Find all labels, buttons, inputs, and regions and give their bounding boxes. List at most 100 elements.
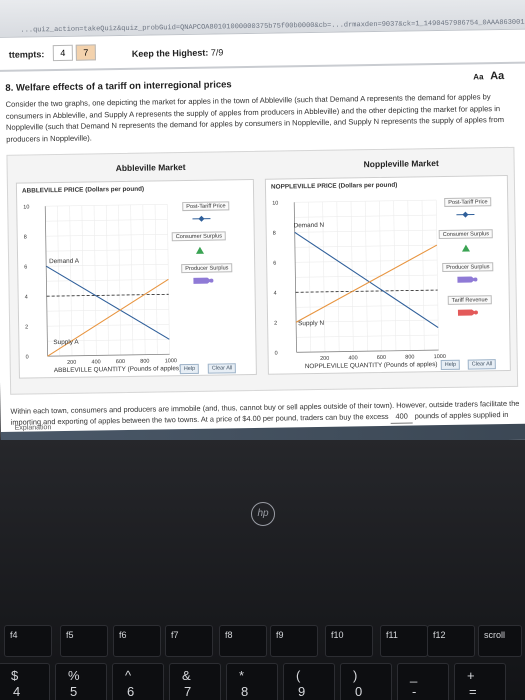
number-key[interactable]: % 5 [55,663,107,700]
consumer-surplus-tool[interactable]: Consumer Surplus [438,229,494,240]
attempt-box-1[interactable]: 4 [52,44,73,62]
post-tariff-price-handle [462,211,469,218]
browser-address-bar[interactable]: ...quiz_action=takeQuiz&quiz_probGuid=QN… [0,0,525,38]
number-key-digit: - [412,684,417,699]
tariff-revenue-tool[interactable]: Tariff Revenue [447,295,492,305]
producer-surplus-handle [209,278,214,283]
function-key[interactable]: f6 [113,625,161,657]
number-key[interactable]: ^ 6 [112,663,164,700]
number-key[interactable]: & 7 [169,663,221,700]
y-tick-label: 6 [24,265,27,271]
function-key-label: f4 [10,630,18,640]
abbleville-plot[interactable]: 0 2 4 6 8 10 200 400 600 800 1000 [17,180,258,380]
supply-a-label: Supply A [53,338,79,347]
abbleville-clear-all-button[interactable]: Clear All [207,363,237,374]
number-key-digit: 6 [127,684,135,699]
noppleville-help-button[interactable]: Help [440,359,461,371]
number-key[interactable]: * 8 [226,663,278,700]
x-tick-label: 1000 [165,358,177,364]
number-key-symbol: + [467,668,475,683]
x-tick-label: 400 [348,355,357,361]
producer-surplus-tool[interactable]: Producer Surplus [442,262,494,272]
font-smaller-button[interactable]: Aa [473,72,484,82]
consumer-surplus-tool[interactable]: Consumer Surplus [171,231,227,242]
grid-line-h [46,278,169,282]
x-tick-label: 400 [91,359,100,365]
number-key-digit: 9 [298,684,306,699]
function-key[interactable]: scroll [478,625,522,657]
grid-line-h [294,199,437,203]
y-axis [44,206,49,357]
function-key[interactable]: f4 [4,625,52,657]
number-key-digit: 4 [13,684,21,699]
question-title: 8. Welfare effects of a tariff on interr… [5,79,232,94]
laptop-bezel [0,440,525,700]
demand-curve [45,265,170,340]
function-key-label: f8 [225,630,233,640]
function-key-label: f12 [433,630,446,640]
noppleville-plot[interactable]: 0 2 4 6 8 10 200 400 600 800 1000 [266,176,512,376]
number-key[interactable]: _ - [397,663,449,700]
demand-n-label: Demand N [293,221,325,230]
attempt-box-2[interactable]: 7 [75,44,96,61]
y-tick-label: 2 [274,321,277,327]
excess-quantity-dropdown[interactable]: 400 [390,410,413,424]
x-axis [47,353,170,357]
post-tariff-price-tool[interactable]: Post-Tariff Price [444,197,492,207]
y-tick-label: 8 [273,231,276,237]
grid-line-h [296,334,439,338]
consumer-surplus-triangle [462,244,471,252]
number-key-symbol: $ [11,668,19,683]
demand-curve [294,231,439,329]
function-key-label: f11 [386,630,398,640]
number-key[interactable]: ) 0 [340,663,392,700]
demand-a-label: Demand A [49,257,80,266]
number-key[interactable]: (9 [283,663,335,700]
y-tick-label: 2 [25,325,28,331]
grid-line-h [295,304,438,308]
supply-curve [295,244,438,323]
grid-line-h [294,229,437,233]
function-key[interactable]: f12 [427,625,475,657]
grid-line-h [295,274,438,278]
number-key-symbol: ( [296,668,301,683]
post-tariff-price-tool[interactable]: Post-Tariff Price [182,201,230,212]
number-key-digit: 5 [70,684,78,699]
noppleville-clear-all-button[interactable]: Clear All [467,359,497,370]
font-larger-button[interactable]: Aa [490,69,505,83]
keep-highest-value: 7/9 [210,47,224,58]
function-key[interactable]: f5 [60,625,108,657]
function-key[interactable]: f9 [270,625,318,657]
consumer-surplus-triangle [196,246,205,254]
grid-line-h [45,248,168,252]
x-tick-label: 800 [405,354,414,360]
world-price-line [295,289,438,293]
y-tick-label: 4 [25,295,28,301]
y-tick-label: 6 [273,261,276,267]
producer-surplus-tool[interactable]: Producer Surplus [181,263,233,274]
number-key-digit: = [469,684,477,699]
function-key-label: f9 [276,630,284,640]
attempts-label: ttempts: [8,49,45,60]
y-tick-label: 4 [274,291,277,297]
function-key[interactable]: f7 [165,625,213,657]
tariff-revenue-shape [457,309,476,316]
function-key[interactable]: f8 [219,625,267,657]
grid-line-h [45,204,168,207]
grid-line-h [45,234,168,237]
function-key-label: f7 [171,630,179,640]
function-key[interactable]: f11 [380,625,428,657]
grid-line-h [295,259,438,263]
number-key[interactable]: + = [454,663,506,700]
number-key-symbol: * [239,668,245,683]
font-size-controls: Aa Aa [473,70,504,82]
keep-highest: Keep the Highest: 7/9 [132,47,224,58]
number-key[interactable]: $4 [0,663,50,700]
function-key-label: f10 [331,630,344,640]
grid-line-h [46,308,169,312]
abbleville-help-button[interactable]: Help [179,363,200,375]
function-key[interactable]: f10 [325,625,373,657]
